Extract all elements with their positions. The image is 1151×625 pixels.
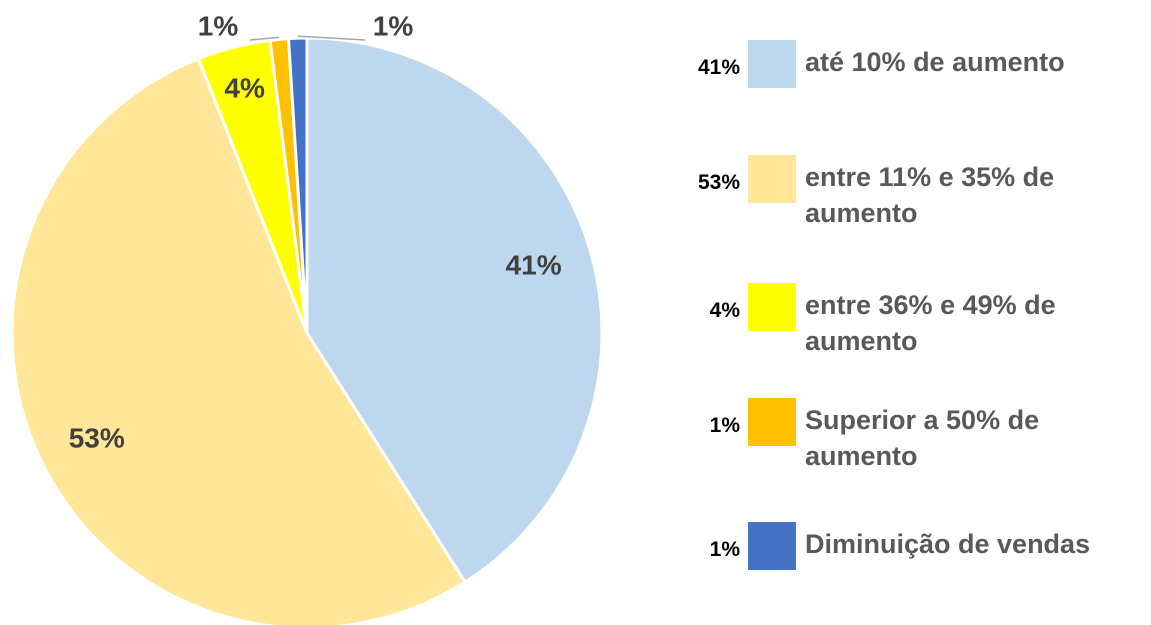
pie-slice bbox=[286, 36, 309, 334]
legend-percent: 1% bbox=[709, 414, 740, 437]
legend-item: 4% entre 36% e 49% de aumento bbox=[660, 283, 1150, 356]
legend-label: Diminuição de vendas bbox=[805, 529, 1091, 559]
legend-swatch bbox=[748, 398, 796, 446]
legend-swatch bbox=[748, 522, 796, 570]
data-label: 1% bbox=[373, 10, 414, 41]
legend-swatch bbox=[748, 155, 796, 203]
pie-slice bbox=[305, 36, 604, 585]
leader-line bbox=[297, 35, 366, 41]
legend-percent: 53% bbox=[697, 171, 740, 194]
legend-label: entre 11% e 35% de aumento bbox=[805, 162, 1055, 228]
legend-percent: 4% bbox=[709, 299, 740, 322]
legend-percent: 41% bbox=[697, 56, 740, 79]
pie-slice bbox=[10, 56, 468, 625]
legend-item: 41% até 10% de aumento bbox=[660, 40, 1150, 100]
legend-swatch bbox=[748, 40, 796, 88]
data-label: 53% bbox=[69, 423, 125, 454]
legend-item: 1% Superior a 50% de aumento bbox=[660, 398, 1150, 471]
legend-item: 53% entre 11% e 35% de aumento bbox=[660, 155, 1150, 228]
pie-area: 41% 53% 4% 1% 1% bbox=[10, 10, 604, 625]
data-label: 4% bbox=[224, 73, 265, 104]
leader-line bbox=[249, 36, 280, 41]
legend-label: até 10% de aumento bbox=[805, 47, 1065, 77]
legend-label: entre 36% e 49% de aumento bbox=[805, 290, 1056, 356]
legend-label: Superior a 50% de aumento bbox=[805, 405, 1040, 471]
data-label: 41% bbox=[506, 250, 562, 281]
legend-item: 1% Diminuição de vendas bbox=[660, 522, 1150, 582]
legend-swatch bbox=[748, 283, 796, 331]
legend-percent: 1% bbox=[709, 538, 740, 561]
data-label: 1% bbox=[198, 10, 239, 41]
